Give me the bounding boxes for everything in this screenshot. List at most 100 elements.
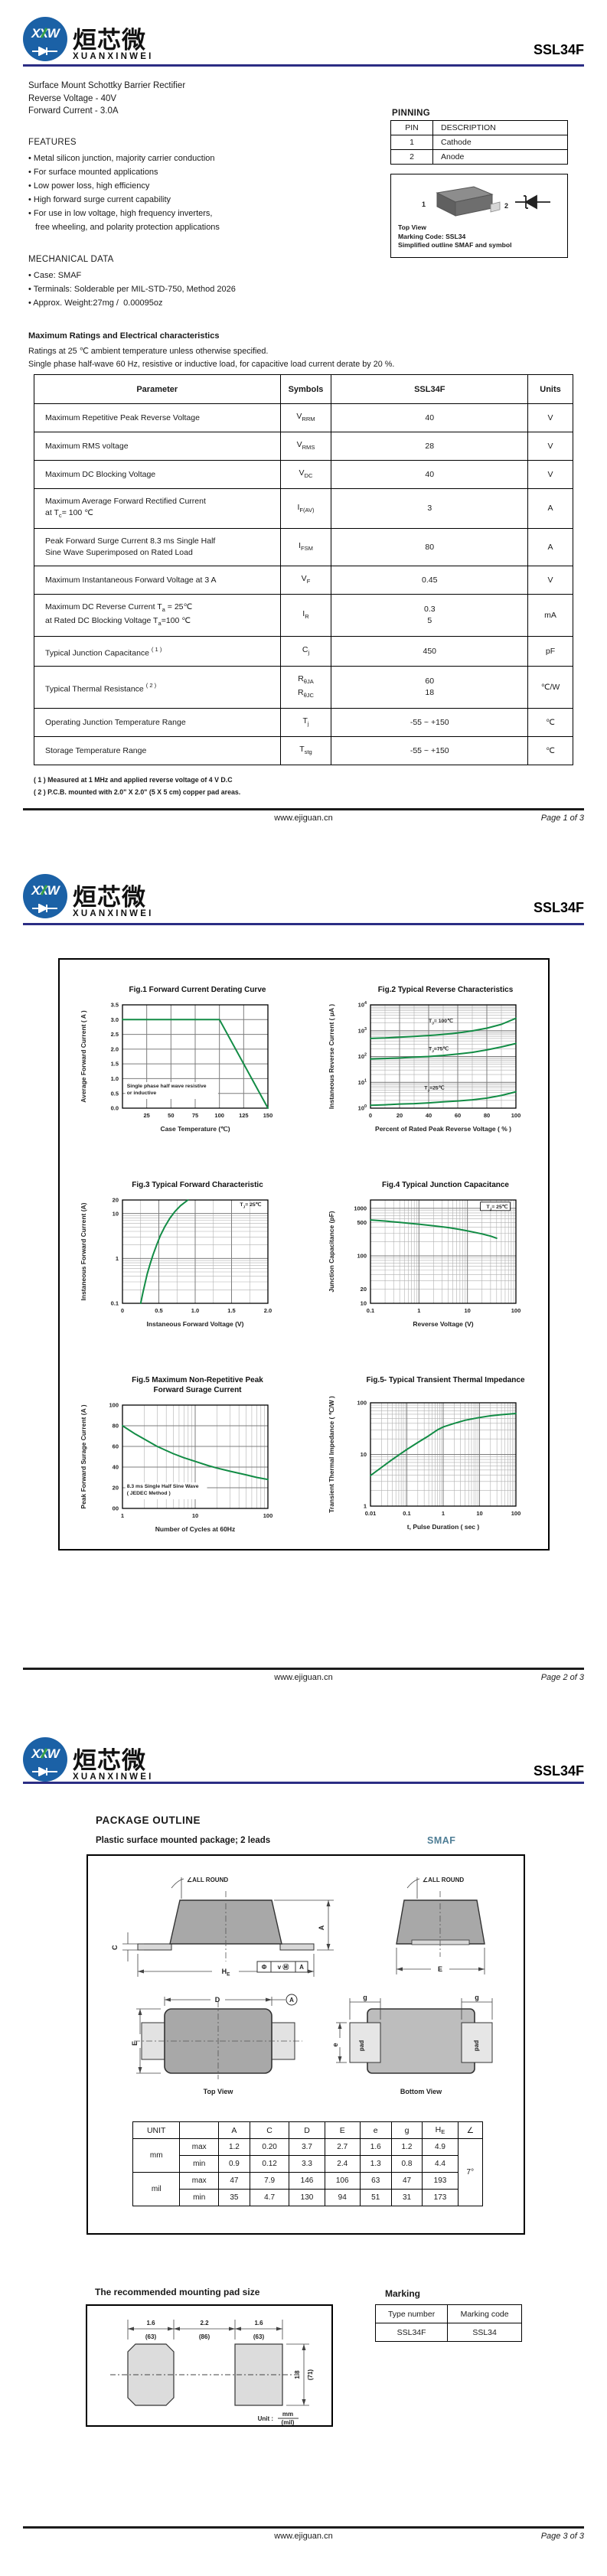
svg-text:20: 20	[361, 1286, 367, 1293]
minmax-cell: min	[179, 2155, 219, 2173]
pin-description-cell: Anode	[432, 149, 568, 165]
ratings-conditions: Ratings at 25 ℃ ambient temperature unle…	[28, 345, 394, 371]
value-cell: 450	[331, 635, 529, 667]
param-cell: Storage Temperature Range	[34, 736, 281, 766]
logo-text: 烜芯微 XUANXINWEI	[73, 885, 153, 918]
footer-url: www.ejiguan.cn	[274, 814, 333, 823]
pad-unit-denominator: (mil)	[282, 2419, 295, 2425]
table-row: SSL34F SSL34	[374, 2323, 522, 2342]
value-cell: 40	[331, 460, 529, 489]
ratings-table: Parameter Symbols SSL34F Units Maximum Repet…	[34, 374, 573, 766]
logo-text: 烜芯微 XUANXINWEI	[73, 27, 153, 61]
table-header-row: Parameter Symbols SSL34F Units	[34, 374, 573, 404]
dimension-value-cell: 94	[324, 2189, 361, 2206]
figure-title: Fig.2 Typical Reverse Characteristics	[377, 986, 514, 994]
svg-text:Average Forward Current ( A ): Average Forward Current ( A )	[80, 1010, 87, 1103]
page-2: XXW 烜芯微 XUANXINWEI SSL34F Fig.1 Forward …	[0, 842, 607, 1714]
condition-line: Ratings at 25 ℃ ambient temperature unle…	[28, 347, 269, 356]
svg-text:Φ: Φ	[262, 1964, 267, 1971]
svg-text:10: 10	[361, 1300, 367, 1307]
package-preview-box: 1 2 Top View Marking Code: SSL34 Simplif…	[390, 174, 568, 258]
list-item: • Case: SMAF	[28, 271, 82, 280]
value-cell: -55 ~ +150	[331, 708, 529, 738]
ratings-notes: ( 1 ) Measured at 1 MHz and applied reve…	[34, 774, 573, 798]
svg-text:75: 75	[192, 1112, 198, 1119]
table-row: Maximum DC Reverse Current Ta = 25℃ at Ra…	[34, 594, 573, 637]
chart-canvas: 0.01 0.1 1 10 100 1 10 100 t, Pulse Duration ( s…	[328, 1396, 521, 1531]
svg-text:100: 100	[511, 1510, 521, 1517]
chart-canvas: 0 0.5 1.0 1.5 2.0 0.1 1 10 20 Instaneous Forward …	[80, 1197, 272, 1328]
symbol-cell: RθJA RθJC	[279, 666, 332, 709]
page-header: XXW 烜芯微 XUANXINWEI SSL34F	[0, 842, 607, 926]
symbol-cell: VF	[279, 566, 332, 595]
table-row: min 35 4.7 130 94 51 31 173	[133, 2189, 483, 2206]
column-header: DESCRIPTION	[432, 120, 568, 135]
svg-text:80: 80	[113, 1423, 119, 1430]
svg-text:60: 60	[455, 1112, 461, 1119]
intro-line: Forward Current - 3.0A	[28, 106, 119, 116]
param-cell: Maximum DC Blocking Voltage	[34, 460, 281, 489]
table-row: min 0.9 0.12 3.3 2.4 1.3 0.8 4.4	[133, 2155, 483, 2173]
svg-text:0.5: 0.5	[111, 1090, 119, 1097]
company-logo: XXW 烜芯微 XUANXINWEI	[23, 874, 153, 918]
param-cell: Maximum Instantaneous Forward Voltage at…	[34, 566, 281, 595]
company-name-zh: 烜芯微	[73, 27, 146, 54]
page-3: XXW 烜芯微 XUANXINWEI SSL34F PACKAGE OUTLIN…	[0, 1714, 607, 2576]
chart-canvas: 0.1 1 10 100 10 20 100 500 1000 Reverse Voltage (…	[328, 1199, 521, 1328]
param-cell: Maximum RMS voltage	[34, 432, 281, 461]
package-top-view-drawing: D A E	[131, 1994, 302, 2079]
marking-cell: SSL34	[447, 2323, 522, 2342]
company-logo: XXW 烜芯微 XUANXINWEI	[23, 1737, 153, 1782]
unit-cell: ℃	[527, 708, 573, 738]
unit-cell: V	[527, 566, 573, 595]
logo-monogram: XXW	[31, 26, 60, 41]
list-item: • Low power loss, high efficiency	[28, 181, 150, 191]
dimension-value-cell: 0.20	[249, 2138, 290, 2156]
svg-text:125: 125	[239, 1112, 249, 1119]
svg-text:100: 100	[511, 1112, 521, 1119]
svg-text:0.1: 0.1	[367, 1307, 374, 1314]
footer-rule	[23, 2526, 584, 2529]
marking-table: Type number Marking code SSL34F SSL34	[374, 2304, 522, 2342]
svg-text:80: 80	[484, 1112, 490, 1119]
chart-canvas: 1 10 100 00 20 40 60 80 100 Number of Cycles at 6…	[80, 1402, 272, 1533]
figure-title: Fig.1 Forward Current Derating Curve	[129, 986, 266, 994]
svg-text:1: 1	[116, 1255, 119, 1262]
unit-cell: mm	[132, 2138, 181, 2173]
unit-cell: V	[527, 403, 573, 432]
footnote: ( 2 ) P.C.B. mounted with 2.0" X 2.0" (5…	[34, 788, 241, 797]
column-header: Parameter	[34, 374, 281, 404]
intro-line: Reverse Voltage - 40V	[28, 93, 117, 103]
svg-text:v Ⓜ: v Ⓜ	[278, 1963, 289, 1971]
package-3d-drawing: 1 2	[422, 186, 550, 217]
footer-url: www.ejiguan.cn	[274, 1673, 333, 1682]
package-outline-subheading: Plastic surface mounted package; 2 leads	[96, 1836, 271, 1845]
value-cell: -55 ~ +150	[331, 736, 529, 766]
svg-text:100: 100	[214, 1112, 224, 1119]
symbol-cell: VDC	[279, 460, 332, 489]
svg-text:100: 100	[357, 1400, 367, 1407]
svg-text:TJ= 100℃: TJ= 100℃	[429, 1018, 453, 1026]
table-row: Operating Junction Temperature Range Tj -5…	[34, 708, 573, 738]
features-title: FEATURES	[28, 138, 77, 147]
svg-text:Case Temperature (℃): Case Temperature (℃)	[160, 1125, 230, 1133]
svg-text:103: 103	[358, 1027, 367, 1034]
figure-5-peak-forward-surge-current: Fig.5 Maximum Non-Repetitive Peak Forward…	[75, 1375, 320, 1550]
pin1-label: 1	[422, 201, 426, 208]
dimension-value-cell: 47	[218, 2172, 250, 2190]
svg-text:102: 102	[358, 1053, 367, 1060]
svg-text:Reverse Voltage (V): Reverse Voltage (V)	[413, 1320, 473, 1328]
svg-text:50: 50	[168, 1112, 174, 1119]
svg-text:TJ= 25℃: TJ= 25℃	[486, 1204, 507, 1212]
pad-dim-left-mm: 1.6	[146, 2320, 155, 2327]
column-header: e	[359, 2121, 392, 2139]
figure-4-typical-junction-capacitance: Fig.4 Typical Junction Capacitance 0.1 1 10…	[323, 1180, 568, 1345]
svg-text:100: 100	[357, 1253, 367, 1260]
table-header-row: PIN DESCRIPTION	[390, 120, 568, 135]
svg-text:1.0: 1.0	[191, 1307, 199, 1314]
svg-text:Instaneous Forward Voltage (V): Instaneous Forward Voltage (V)	[147, 1320, 244, 1328]
svg-text:100: 100	[109, 1402, 119, 1409]
column-header: Type number	[374, 2304, 449, 2323]
svg-text:20: 20	[397, 1112, 403, 1119]
svg-text:100: 100	[511, 1307, 521, 1314]
